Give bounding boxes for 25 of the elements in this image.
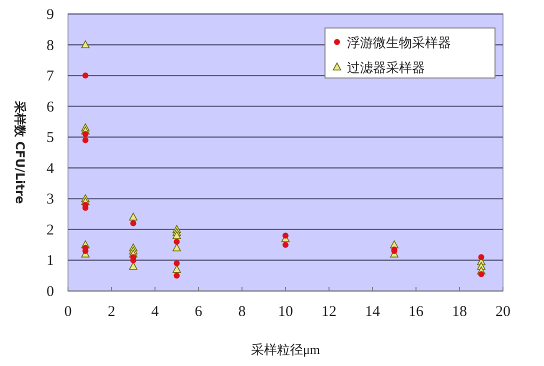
- x-tick-label: 0: [64, 304, 72, 320]
- x-tick-label: 18: [452, 304, 467, 320]
- x-tick-label: 20: [496, 304, 510, 320]
- legend-label: 浮游微生物采样器: [347, 35, 451, 50]
- y-tick-label: 3: [46, 192, 54, 208]
- y-tick-label: 6: [46, 99, 54, 116]
- y-tick-label: 5: [46, 130, 54, 146]
- y-tick-label: 2: [46, 222, 54, 238]
- y-tick-label: 4: [46, 160, 54, 177]
- y-tick-label: 7: [46, 68, 54, 85]
- y-tick-label: 0: [46, 284, 54, 300]
- y-tick-label: 9: [46, 7, 54, 23]
- legend-label: 过滤器采样器: [347, 60, 425, 75]
- y-axis-title: 采样数 CFU/Litre: [13, 100, 27, 204]
- x-tick-label: 4: [151, 304, 160, 320]
- x-axis-title: 采样粒径μm: [250, 342, 320, 357]
- x-tick-label: 14: [365, 304, 380, 320]
- x-tick-label: 10: [278, 304, 293, 320]
- x-tick-label: 16: [408, 304, 424, 320]
- x-tick-label: 8: [238, 304, 246, 320]
- y-tick-label: 1: [46, 253, 54, 270]
- x-tick-label: 12: [322, 304, 336, 320]
- x-tick-label: 2: [108, 304, 116, 320]
- y-tick-label: 8: [46, 38, 54, 54]
- x-tick-label: 6: [194, 304, 203, 320]
